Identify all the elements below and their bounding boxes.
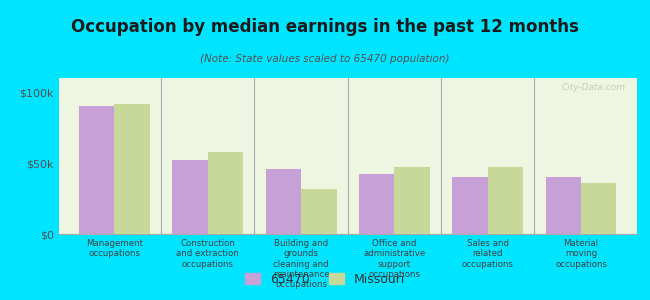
Bar [301, 189, 337, 234]
Bar [266, 169, 301, 234]
Text: (Note: State values scaled to 65470 population): (Note: State values scaled to 65470 popu… [200, 54, 450, 64]
Bar [79, 106, 114, 234]
Bar [395, 167, 430, 234]
Bar [488, 167, 523, 234]
Text: Occupation by median earnings in the past 12 months: Occupation by median earnings in the pas… [71, 18, 579, 36]
Text: City-Data.com: City-Data.com [562, 83, 625, 92]
Bar [172, 160, 208, 234]
Legend: 65470, Missouri: 65470, Missouri [240, 268, 410, 291]
Bar [545, 177, 581, 234]
Bar [114, 103, 150, 234]
Bar [452, 177, 488, 234]
Bar [208, 152, 243, 234]
Bar [581, 183, 616, 234]
Bar [359, 174, 395, 234]
